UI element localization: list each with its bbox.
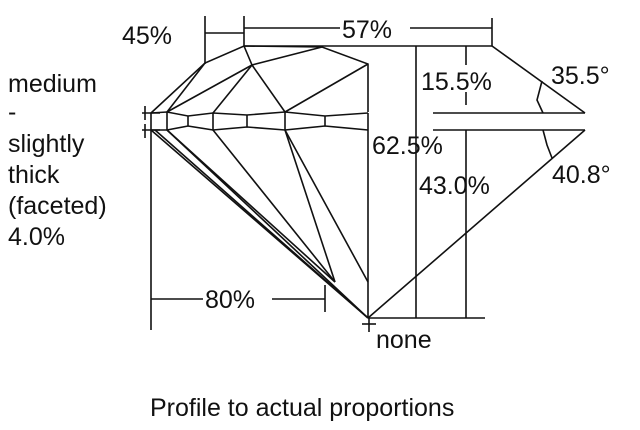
- pavilion-depth-label: 43.0%: [419, 172, 490, 200]
- caption: Profile to actual proportions: [150, 394, 454, 422]
- culet-label: none: [376, 326, 432, 354]
- girdle-label-line-5: (faceted): [8, 192, 107, 220]
- crown-star-label: 45%: [122, 22, 172, 50]
- lower-half-label: 80%: [205, 286, 255, 314]
- table-label: 57%: [342, 16, 392, 44]
- crown-angle-label: 35.5°: [551, 62, 610, 90]
- girdle-label-line-4: thick: [8, 161, 60, 189]
- girdle-label-line-3: slightly: [8, 130, 85, 158]
- girdle-label-line-1: medium: [8, 70, 97, 98]
- pavilion-angle-label: 40.8°: [552, 161, 611, 189]
- total-depth-label: 62.5%: [372, 132, 443, 160]
- diamond-outline: [150, 45, 586, 319]
- dimension-lines: [142, 16, 493, 332]
- crown-height-label: 15.5%: [421, 68, 492, 96]
- girdle-label-line-6: 4.0%: [8, 223, 65, 251]
- girdle-label-line-2: -: [8, 98, 16, 126]
